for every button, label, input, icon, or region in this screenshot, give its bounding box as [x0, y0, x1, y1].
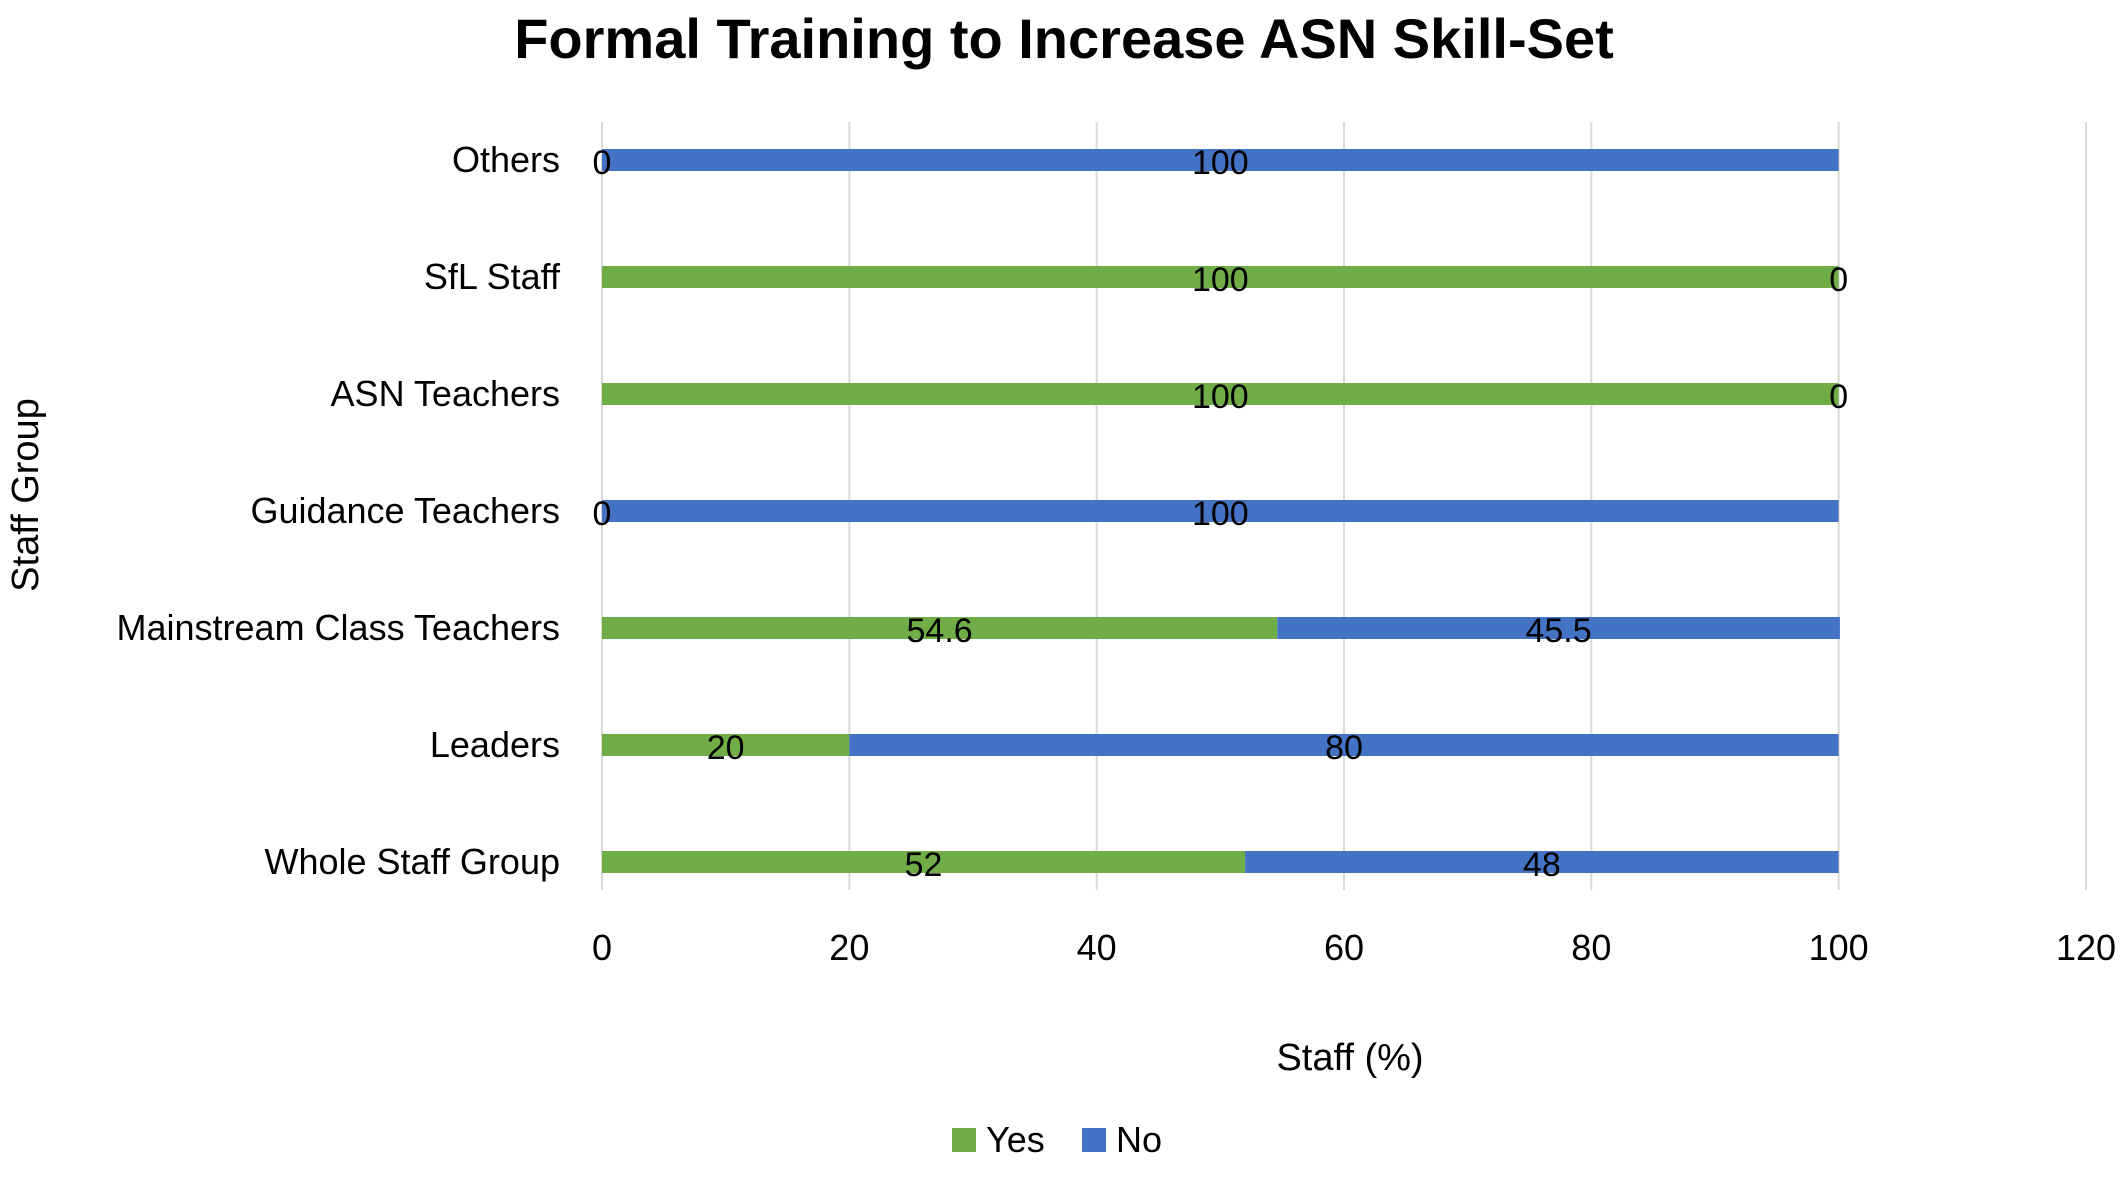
x-axis-title: Staff (%) [1276, 1037, 1423, 1079]
x-tick-label: 60 [1324, 927, 1364, 968]
category-label: SfL Staff [424, 256, 561, 297]
chart-title: Formal Training to Increase ASN Skill-Se… [514, 7, 1614, 70]
category-label: Mainstream Class Teachers [117, 607, 561, 648]
data-label-yes: 20 [707, 729, 745, 767]
data-label-yes: 52 [905, 846, 943, 884]
data-labels: 52 48 20 80 54.6 45.5 0 100 100 0 100 0 0 100 [593, 144, 1849, 884]
category-label: Whole Staff Group [265, 841, 561, 882]
y-axis-title: Staff Group [5, 398, 47, 592]
category-label: ASN Teachers [331, 373, 560, 414]
x-tick-label: 40 [1077, 927, 1117, 968]
category-label: Guidance Teachers [250, 490, 560, 531]
bar-yes-mainstream-class-teachers [602, 617, 1278, 639]
bar-no-leaders [849, 734, 1839, 756]
category-label: Others [452, 139, 560, 180]
data-label-yes: 0 [593, 495, 612, 533]
data-label-yes: 100 [1192, 378, 1249, 416]
bar-no-guidance-teachers [602, 500, 1839, 522]
x-tick-label: 100 [1809, 927, 1869, 968]
data-label-no: 0 [1829, 261, 1848, 299]
x-tick-label: 0 [592, 927, 612, 968]
bar-yes-asn-teachers [602, 383, 1839, 405]
bar-no-whole-staff-group [1245, 851, 1839, 873]
x-tick-label: 120 [2056, 927, 2116, 968]
bars [602, 149, 1840, 873]
x-tick-label: 20 [829, 927, 869, 968]
legend: Yes No [952, 1119, 1162, 1160]
bar-no-mainstream-class-teachers [1277, 617, 1840, 639]
data-label-no: 80 [1325, 729, 1363, 767]
data-label-no: 100 [1192, 144, 1249, 182]
bar-yes-leaders [602, 734, 850, 756]
data-label-no: 100 [1192, 495, 1249, 533]
bar-no-others [602, 149, 1839, 171]
x-tick-label: 80 [1571, 927, 1611, 968]
data-label-no: 45.5 [1525, 612, 1591, 650]
bar-yes-whole-staff-group [602, 851, 1246, 873]
data-label-no: 0 [1829, 378, 1848, 416]
legend-label-yes: Yes [986, 1119, 1045, 1160]
legend-label-no: No [1116, 1119, 1162, 1160]
category-label: Leaders [430, 724, 560, 765]
data-label-no: 48 [1523, 846, 1561, 884]
legend-swatch-no [1082, 1128, 1106, 1152]
data-label-yes: 0 [593, 144, 612, 182]
data-label-yes: 100 [1192, 261, 1249, 299]
category-axis: Whole Staff Group Leaders Mainstream Class… [117, 139, 561, 882]
bar-yes-sfl-staff [602, 266, 1839, 288]
legend-swatch-yes [952, 1128, 976, 1152]
value-axis: 0 20 40 60 80 100 120 [592, 927, 2116, 968]
data-label-yes: 54.6 [907, 612, 973, 650]
